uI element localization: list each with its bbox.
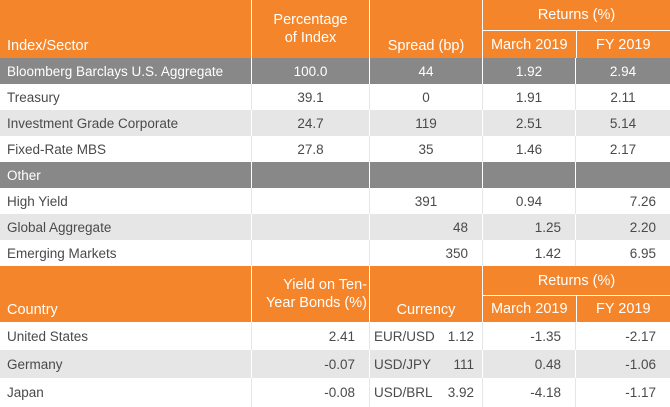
header-percentage-of-index: Percentage of Index [252, 0, 370, 58]
other-section-row: Other [0, 162, 670, 188]
empty-cell [483, 162, 576, 188]
table-row: High Yield 391 0.94 7.26 [0, 188, 670, 214]
sector-name: High Yield [0, 188, 252, 214]
header-returns-label: Returns (%) [483, 266, 670, 296]
sector-pct [252, 214, 370, 240]
sector-fy: 7.26 [629, 193, 656, 209]
country-march: -1.35 [483, 322, 576, 350]
currency-rate: 3.92 [447, 385, 474, 400]
country-currency: USD/JPY 111 [370, 350, 483, 378]
sector-spread: 48 [370, 214, 483, 240]
table2-header: Country Yield on Ten-Year Bonds (%) Curr… [0, 266, 670, 322]
table-row: Emerging Markets 350 1.42 6.95 [0, 240, 670, 266]
sector-march: 0.94 [483, 188, 576, 214]
table-row: United States 2.41 EUR/USD 1.12 -1.35 -2… [0, 322, 670, 350]
table1-header: Index/Sector Percentage of Index Spread … [0, 0, 670, 58]
sector-fy: 2.17 [609, 141, 637, 157]
sector-spread: 35 [370, 136, 483, 162]
header-march-2019: March 2019 [483, 31, 577, 58]
sector-spread: 119 [370, 110, 483, 136]
country-march: 0.48 [483, 350, 576, 378]
country-yield: 2.41 [252, 322, 370, 350]
other-label: Other [0, 162, 252, 188]
currency-pair: USD/BRL [374, 385, 433, 400]
sector-pct: 24.7 [252, 110, 370, 136]
aggregate-spread: 44 [370, 58, 483, 84]
country-name: Germany [0, 350, 252, 378]
sector-pct [252, 240, 370, 266]
sector-name: Emerging Markets [0, 240, 252, 266]
aggregate-fy: 2.94 [609, 63, 637, 79]
header-fy-2019: FY 2019 [595, 301, 651, 317]
header-currency: Currency [370, 266, 483, 322]
aggregate-pct: 100.0 [252, 58, 370, 84]
empty-cell [370, 162, 483, 188]
table-row: Treasury 39.1 0 1.91 2.11 [0, 84, 670, 110]
country-currency: USD/BRL 3.92 [370, 378, 483, 407]
country-march: -4.18 [483, 378, 576, 407]
table-row: Global Aggregate 48 1.25 2.20 [0, 214, 670, 240]
sector-name: Fixed-Rate MBS [0, 136, 252, 162]
sector-pct: 27.8 [252, 136, 370, 162]
aggregate-name: Bloomberg Barclays U.S. Aggregate [0, 58, 252, 84]
header-returns-group: Returns (%) March 2019 FY 2019 [483, 266, 670, 322]
currency-pair: USD/JPY [374, 356, 432, 372]
table-row: Investment Grade Corporate 24.7 119 2.51… [0, 110, 670, 136]
sector-name: Treasury [0, 84, 252, 110]
sector-march: 1.46 [483, 136, 576, 162]
sector-march: 2.51 [483, 110, 576, 136]
header-fy-2019: FY 2019 [595, 36, 651, 53]
header-index-sector: Index/Sector [0, 0, 252, 58]
header-yield: Yield on Ten-Year Bonds (%) [252, 266, 370, 322]
sector-fy: 5.14 [609, 115, 637, 131]
country-name: United States [0, 322, 252, 350]
country-fy: -1.17 [625, 385, 656, 400]
country-fy: -2.17 [625, 328, 656, 344]
country-fy: -1.06 [625, 356, 656, 372]
table-row: Japan -0.08 USD/BRL 3.92 -4.18 -1.17 [0, 378, 670, 407]
sector-spread: 350 [370, 240, 483, 266]
currency-rate: 1.12 [447, 328, 474, 344]
header-march-2019: March 2019 [483, 296, 577, 322]
sector-name: Investment Grade Corporate [0, 110, 252, 136]
country-yield: -0.07 [252, 350, 370, 378]
sector-march: 1.25 [483, 214, 576, 240]
table-row: Germany -0.07 USD/JPY 111 0.48 -1.06 [0, 350, 670, 378]
country-currency: EUR/USD 1.12 [370, 322, 483, 350]
country-yield: -0.08 [252, 378, 370, 407]
aggregate-row: Bloomberg Barclays U.S. Aggregate 100.0 … [0, 58, 670, 84]
sector-march: 1.91 [483, 84, 576, 110]
empty-cell [252, 162, 370, 188]
sector-fy: 6.95 [629, 245, 656, 261]
header-spread: Spread (bp) [370, 0, 483, 58]
sector-spread: 0 [370, 84, 483, 110]
header-returns-label: Returns (%) [483, 0, 670, 31]
aggregate-march: 1.92 [483, 58, 576, 84]
sector-name: Global Aggregate [0, 214, 252, 240]
header-returns-group: Returns (%) March 2019 FY 2019 [483, 0, 670, 58]
sector-pct: 39.1 [252, 84, 370, 110]
sector-fy: 2.11 [610, 89, 636, 105]
sector-fy: 2.20 [629, 219, 656, 235]
sector-march: 1.42 [483, 240, 576, 266]
currency-pair: EUR/USD [374, 328, 435, 344]
sector-spread: 391 [370, 188, 483, 214]
country-name: Japan [0, 378, 252, 407]
currency-rate: 111 [453, 356, 474, 372]
sector-pct [252, 188, 370, 214]
empty-cell [576, 162, 670, 188]
header-country: Country [0, 266, 252, 322]
table-row: Fixed-Rate MBS 27.8 35 1.46 2.17 [0, 136, 670, 162]
